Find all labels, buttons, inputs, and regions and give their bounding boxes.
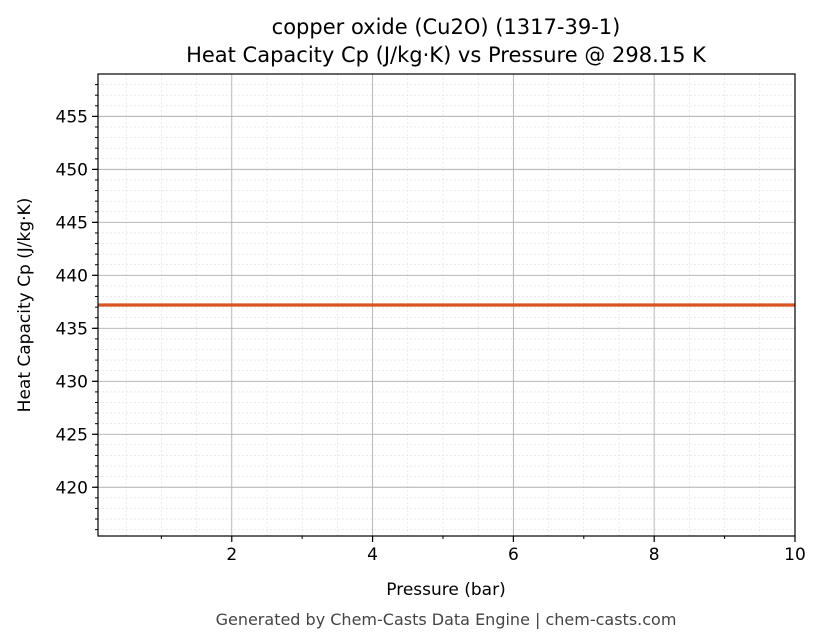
y-tick-label: 445 bbox=[56, 213, 88, 233]
y-tick-label: 440 bbox=[56, 266, 88, 286]
x-tick-label: 8 bbox=[649, 545, 660, 565]
x-axis-label: Pressure (bar) bbox=[386, 580, 505, 600]
y-tick-label: 450 bbox=[56, 160, 88, 180]
x-tick-label: 6 bbox=[508, 545, 519, 565]
y-tick-label: 420 bbox=[56, 478, 88, 498]
x-tick-label: 2 bbox=[226, 545, 237, 565]
x-tick-label: 4 bbox=[367, 545, 378, 565]
chart-title: copper oxide (Cu2O) (1317-39-1) bbox=[272, 15, 621, 39]
y-tick-label: 455 bbox=[56, 107, 88, 127]
y-tick-label: 425 bbox=[56, 425, 88, 445]
chart-subtitle: Heat Capacity Cp (J/kg·K) vs Pressure @ … bbox=[186, 43, 707, 67]
x-tick-label: 10 bbox=[784, 545, 806, 565]
y-tick-label: 430 bbox=[56, 372, 88, 392]
ticks: 2 4 6 8 10 420 425 430 435 440 445 450 455 bbox=[56, 84, 806, 565]
y-tick-label: 435 bbox=[56, 319, 88, 339]
plot-frame bbox=[97, 73, 796, 537]
footer-credit: Generated by Chem-Casts Data Engine | ch… bbox=[216, 610, 677, 629]
y-axis-label: Heat Capacity Cp (J/kg·K) bbox=[15, 198, 35, 413]
